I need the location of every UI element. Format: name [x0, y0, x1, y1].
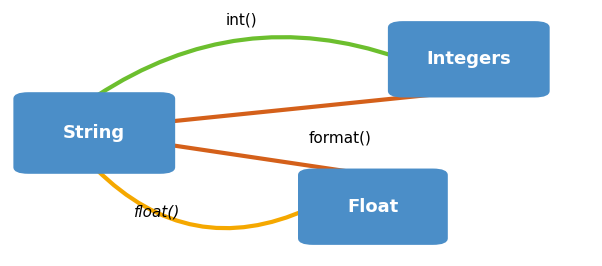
FancyBboxPatch shape [13, 92, 175, 174]
FancyBboxPatch shape [388, 21, 550, 97]
Text: Integers: Integers [426, 50, 511, 68]
Text: String: String [63, 124, 125, 142]
Text: Float: Float [347, 198, 399, 216]
Text: format(): format() [308, 131, 371, 146]
Text: float(): float() [134, 205, 181, 219]
FancyBboxPatch shape [298, 169, 448, 245]
Text: int(): int() [225, 12, 257, 27]
